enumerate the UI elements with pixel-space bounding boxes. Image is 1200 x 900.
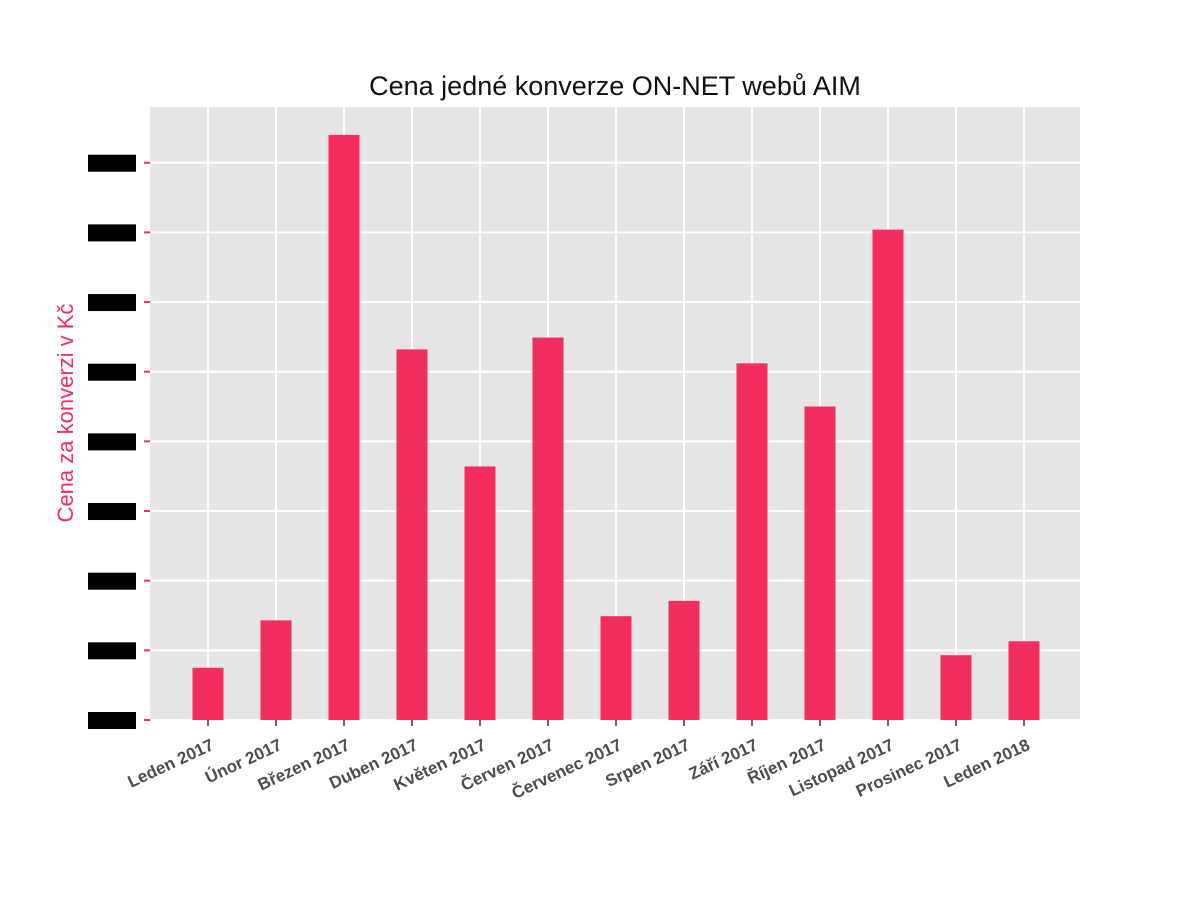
bar	[1008, 641, 1040, 720]
y-tick-label-redacted	[88, 154, 136, 172]
bar	[736, 363, 768, 720]
y-tick-label-redacted	[88, 294, 136, 312]
bar	[940, 655, 972, 720]
bar	[192, 667, 224, 720]
bar	[532, 337, 564, 720]
y-tick-label-redacted	[88, 712, 136, 729]
y-tick-label-redacted	[88, 433, 136, 451]
y-tick-label-redacted	[88, 572, 136, 590]
bar	[668, 600, 700, 720]
bar	[804, 406, 836, 720]
x-tick-label: Leden 2017	[125, 735, 217, 791]
bar	[260, 620, 292, 720]
bar	[396, 349, 428, 720]
y-axis-label: Cena za konverzi v Kč	[53, 304, 78, 523]
bar	[872, 229, 904, 720]
bars	[192, 134, 1040, 720]
y-tick-label-redacted	[88, 363, 136, 381]
y-tick-label-redacted	[88, 503, 136, 521]
bar	[328, 134, 360, 720]
y-tick-label-redacted	[88, 224, 136, 242]
y-axis	[88, 154, 150, 729]
bar	[600, 616, 632, 720]
y-tick-label-redacted	[88, 642, 136, 660]
chart-title: Cena jedné konverze ON-NET webů AIM	[369, 71, 861, 101]
bar	[464, 466, 496, 720]
